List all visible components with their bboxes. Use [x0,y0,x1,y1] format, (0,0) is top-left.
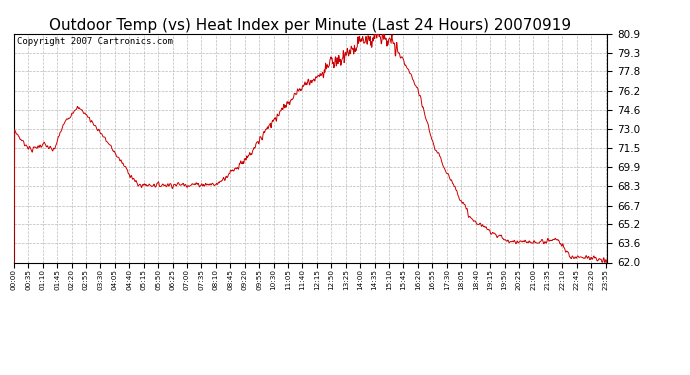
Title: Outdoor Temp (vs) Heat Index per Minute (Last 24 Hours) 20070919: Outdoor Temp (vs) Heat Index per Minute … [50,18,571,33]
Text: Copyright 2007 Cartronics.com: Copyright 2007 Cartronics.com [17,37,172,46]
